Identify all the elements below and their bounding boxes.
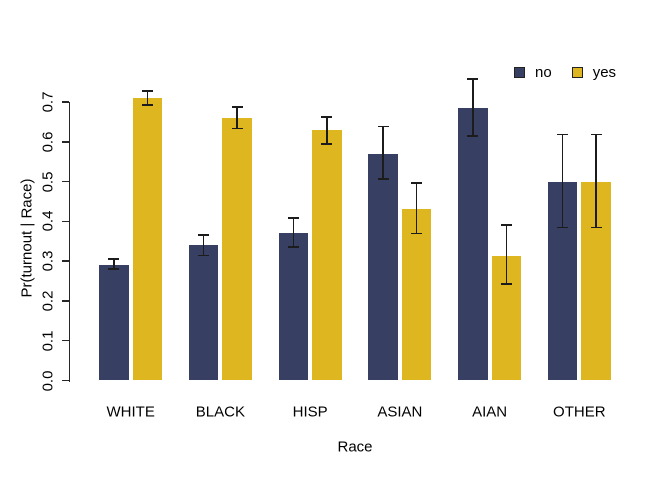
bar-hisp-yes	[312, 129, 342, 381]
error-bar-cap	[590, 226, 602, 229]
legend-item-yes: yes	[571, 64, 617, 81]
error-bar-cap	[500, 283, 512, 285]
y-tick-label: 0.5	[39, 171, 57, 193]
error-bar-cap	[141, 90, 153, 92]
error-bar-cap	[108, 258, 120, 260]
y-tick	[61, 260, 69, 262]
legend-swatch-yes-icon	[571, 67, 583, 78]
y-axis-line	[68, 102, 70, 382]
legend-label-no: no	[535, 64, 552, 81]
x-category-label-hisp: HISP	[292, 403, 328, 421]
error-bar-asian-no	[382, 126, 384, 179]
y-tick	[61, 220, 69, 223]
bar-white-no	[99, 265, 129, 381]
error-bar-cap	[411, 182, 423, 184]
error-bar-black-yes	[236, 107, 238, 129]
error-bar-cap	[231, 106, 243, 108]
error-bar-cap	[377, 178, 389, 180]
error-bar-cap	[411, 232, 423, 235]
error-bar-asian-yes	[415, 183, 418, 234]
error-bar-hisp-yes	[326, 116, 328, 145]
x-category-label-asian: ASIAN	[377, 403, 423, 421]
error-bar-hisp-no	[292, 218, 295, 247]
error-bar-cap	[287, 246, 299, 248]
bar-white-yes	[132, 98, 163, 381]
error-bar-other-no	[561, 134, 564, 228]
legend: no yes	[514, 64, 616, 81]
y-tick	[61, 339, 69, 342]
error-bar-aian-yes	[505, 224, 508, 285]
error-bar-cap	[321, 143, 333, 145]
y-tick-label: 0.0	[39, 370, 57, 391]
bar-asian-no	[368, 153, 398, 381]
y-tick-label: 0.7	[39, 91, 57, 113]
y-tick	[61, 379, 69, 382]
x-category-label-aian: AIAN	[472, 403, 508, 421]
legend-label-yes: yes	[592, 64, 617, 81]
error-bar-cap	[377, 125, 389, 128]
x-category-label-other: OTHER	[553, 403, 606, 421]
x-category-label-black: BLACK	[195, 403, 246, 421]
error-bar-cap	[500, 224, 512, 226]
y-tick	[61, 300, 69, 302]
error-bar-cap	[287, 217, 299, 219]
error-bar-cap	[231, 127, 243, 130]
error-bar-cap	[321, 116, 333, 118]
y-tick-label: 0.4	[39, 210, 57, 232]
error-bar-cap	[141, 104, 153, 106]
bar-hisp-no	[278, 233, 309, 381]
error-bar-black-no	[202, 234, 205, 256]
bar-black-no	[188, 245, 219, 381]
y-tick-label: 0.3	[39, 250, 57, 272]
y-tick-label: 0.1	[39, 330, 57, 352]
y-axis-title: Pr(turnout | Race)	[18, 178, 36, 298]
error-bar-cap	[557, 133, 569, 135]
error-bar-cap	[198, 254, 210, 257]
x-axis-title: Race	[337, 438, 373, 456]
error-bar-cap	[198, 234, 210, 236]
y-tick	[61, 101, 69, 103]
legend-item-no: no	[514, 64, 552, 81]
error-bar-cap	[108, 268, 120, 270]
bar-black-yes	[222, 117, 252, 381]
y-tick-label: 0.2	[39, 290, 57, 312]
error-bar-cap	[557, 226, 569, 229]
y-tick-label: 0.6	[39, 131, 57, 153]
x-category-label-white: WHITE	[106, 403, 155, 421]
legend-swatch-no-icon	[514, 67, 525, 78]
error-bar-cap	[590, 133, 602, 135]
error-bar-white-yes	[146, 90, 149, 105]
y-tick	[61, 141, 69, 143]
error-bar-white-no	[113, 259, 115, 270]
error-bar-other-yes	[595, 134, 597, 228]
bar-asian-yes	[401, 209, 432, 381]
bar-aian-no	[458, 108, 488, 381]
error-bar-cap	[467, 135, 479, 137]
error-bar-cap	[467, 78, 479, 80]
y-tick	[61, 180, 69, 183]
error-bar-aian-no	[472, 78, 474, 136]
